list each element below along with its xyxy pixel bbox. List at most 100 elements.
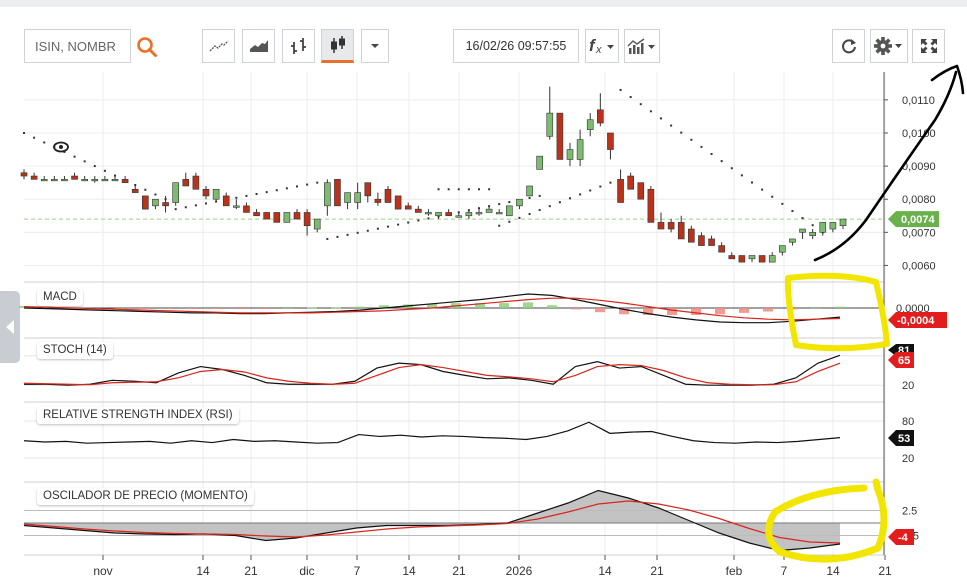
fullscreen-button[interactable] <box>912 29 945 63</box>
macd-histogram-bar <box>115 308 125 309</box>
sar-dot <box>457 188 460 191</box>
sar-dot <box>761 188 764 191</box>
area-chart-button[interactable] <box>242 29 275 63</box>
macd-histogram-bar <box>667 308 677 315</box>
sar-dot <box>508 220 511 223</box>
candlestick-chart-button[interactable] <box>321 29 354 63</box>
settings-button[interactable] <box>870 29 908 63</box>
macd-histogram-bar <box>811 308 821 309</box>
momentum-line <box>23 489 841 552</box>
sar-dot <box>690 138 693 141</box>
macd-histogram-bar <box>163 308 173 309</box>
sar-dot <box>397 223 400 226</box>
candle <box>435 212 442 217</box>
rsi-panel <box>23 421 841 444</box>
candle <box>91 179 99 182</box>
candle <box>829 222 837 230</box>
macd-histogram-bar <box>595 308 605 313</box>
sar-dot <box>114 174 116 177</box>
sar-dot <box>791 209 794 212</box>
macd-histogram-bar <box>739 308 749 313</box>
chevron-down-icon <box>371 44 379 48</box>
macd-histogram-bar <box>427 303 437 308</box>
stoch-current-d: 65 <box>898 355 910 367</box>
sar-dot <box>811 224 814 227</box>
chevron-left-icon <box>6 320 14 334</box>
ohlc-chart-button[interactable] <box>282 29 315 63</box>
candle <box>475 212 483 215</box>
sar-dot <box>467 188 470 191</box>
macd-label: MACD <box>37 289 83 306</box>
candle <box>30 175 38 180</box>
candle <box>627 175 634 190</box>
sar-dot <box>649 110 652 113</box>
sidebar-collapse-handle[interactable] <box>0 291 20 363</box>
candle <box>748 255 756 260</box>
datetime-field[interactable]: 16/02/26 09:57:55 <box>453 29 579 63</box>
momentum-panel <box>23 489 884 552</box>
compare-button[interactable] <box>624 29 660 63</box>
sar-dot <box>154 193 157 196</box>
sar-dot <box>700 145 703 148</box>
candle <box>718 245 725 253</box>
candle <box>799 228 806 233</box>
candle <box>789 238 796 243</box>
candle <box>152 198 159 207</box>
candle <box>556 112 564 160</box>
candle <box>364 182 372 197</box>
line-chart-icon <box>209 40 228 52</box>
x-tick-label: 7 <box>354 564 361 578</box>
price-panel <box>20 86 884 263</box>
macd-histogram-bar <box>379 305 389 308</box>
sar-dot <box>771 195 774 198</box>
sar-dot <box>508 201 511 204</box>
sar-dot <box>33 136 36 139</box>
price-tick-label: 0,0070 <box>902 227 936 239</box>
search-icon[interactable] <box>136 36 158 63</box>
candle <box>607 132 614 150</box>
sar-dot <box>174 208 177 211</box>
search-input[interactable]: ISIN, NOMBR <box>24 29 131 63</box>
macd-current-label: -0,0004 <box>897 315 935 327</box>
macd-histogram-bar <box>499 303 509 308</box>
search-placeholder: ISIN, NOMBR <box>35 38 116 54</box>
sar-dot <box>326 237 329 240</box>
sar-dot <box>801 217 804 220</box>
sar-dot <box>103 169 106 172</box>
current-price-label: 0,0074 <box>901 214 936 226</box>
macd-histogram-bar <box>715 308 725 315</box>
x-tick-label: nov <box>93 564 112 578</box>
candle <box>536 155 543 170</box>
fullscreen-icon <box>920 39 937 53</box>
candle <box>576 139 584 160</box>
price-tick-label: 0,0100 <box>902 128 936 140</box>
refresh-button[interactable] <box>832 29 865 63</box>
candle <box>677 222 685 240</box>
sar-dot <box>93 165 96 168</box>
candle <box>51 179 58 182</box>
chart-type-dropdown[interactable] <box>361 29 389 63</box>
line-chart-button[interactable] <box>202 29 235 63</box>
sar-dot <box>245 194 248 197</box>
candle <box>233 205 240 208</box>
macd-histogram-bar <box>211 308 221 309</box>
price-tick-label: 0,0090 <box>902 161 936 173</box>
candle <box>455 215 463 218</box>
annotations <box>765 64 965 563</box>
x-tick-label: 21 <box>878 564 892 578</box>
candle <box>516 198 523 207</box>
candle <box>344 192 351 203</box>
sar-dot <box>478 207 480 210</box>
candle <box>839 218 847 227</box>
candle <box>647 188 655 223</box>
macd-panel <box>19 293 884 324</box>
candle <box>374 198 382 203</box>
macd-histogram-bar <box>619 308 629 315</box>
candle <box>111 179 119 182</box>
x-tick-label: 2026 <box>506 564 533 578</box>
candle <box>81 179 88 182</box>
candle <box>40 179 48 182</box>
stoch-series-line <box>24 354 841 386</box>
